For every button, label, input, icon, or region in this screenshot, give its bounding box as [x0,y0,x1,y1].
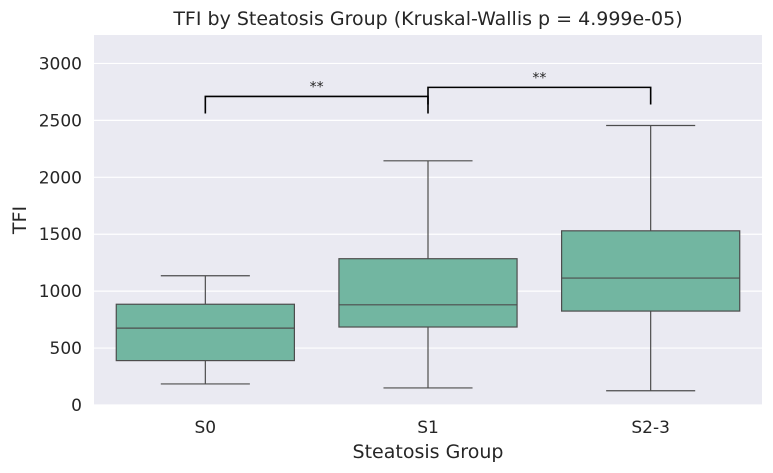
y-tick-label: 0 [71,396,82,416]
box-iqr [115,303,296,362]
y-tick-label: 2000 [39,168,82,188]
chart-title: TFI by Steatosis Group (Kruskal-Wallis p… [172,8,682,30]
x-tick-label: S1 [417,418,439,438]
y-tick-label: 500 [50,339,82,359]
box-s2-3 [560,124,741,392]
box-iqr [338,258,518,328]
significance-annotations: ** ** [204,70,652,114]
box-iqr [560,230,741,312]
y-tick-label: 3000 [39,54,82,74]
y-tick-label: 1500 [39,225,82,245]
significance-bracket [204,95,429,114]
y-tick-label: 2500 [39,111,82,131]
x-tick-label: S2-3 [631,418,670,438]
significance-label: ** [310,79,324,95]
x-axis-ticks: S0 S1 S2-3 [195,418,670,438]
significance-label: ** [532,70,546,86]
x-axis-label: Steatosis Group [353,441,504,463]
box-s0 [115,275,296,385]
significance-bracket [427,86,652,105]
x-tick-label: S0 [195,418,217,438]
y-axis-ticks: 0 500 1000 1500 2000 2500 3000 [39,54,82,416]
y-tick-label: 1000 [39,282,82,302]
box-series [115,124,741,392]
box-s1 [338,160,518,389]
y-axis-label: TFI [9,206,31,235]
